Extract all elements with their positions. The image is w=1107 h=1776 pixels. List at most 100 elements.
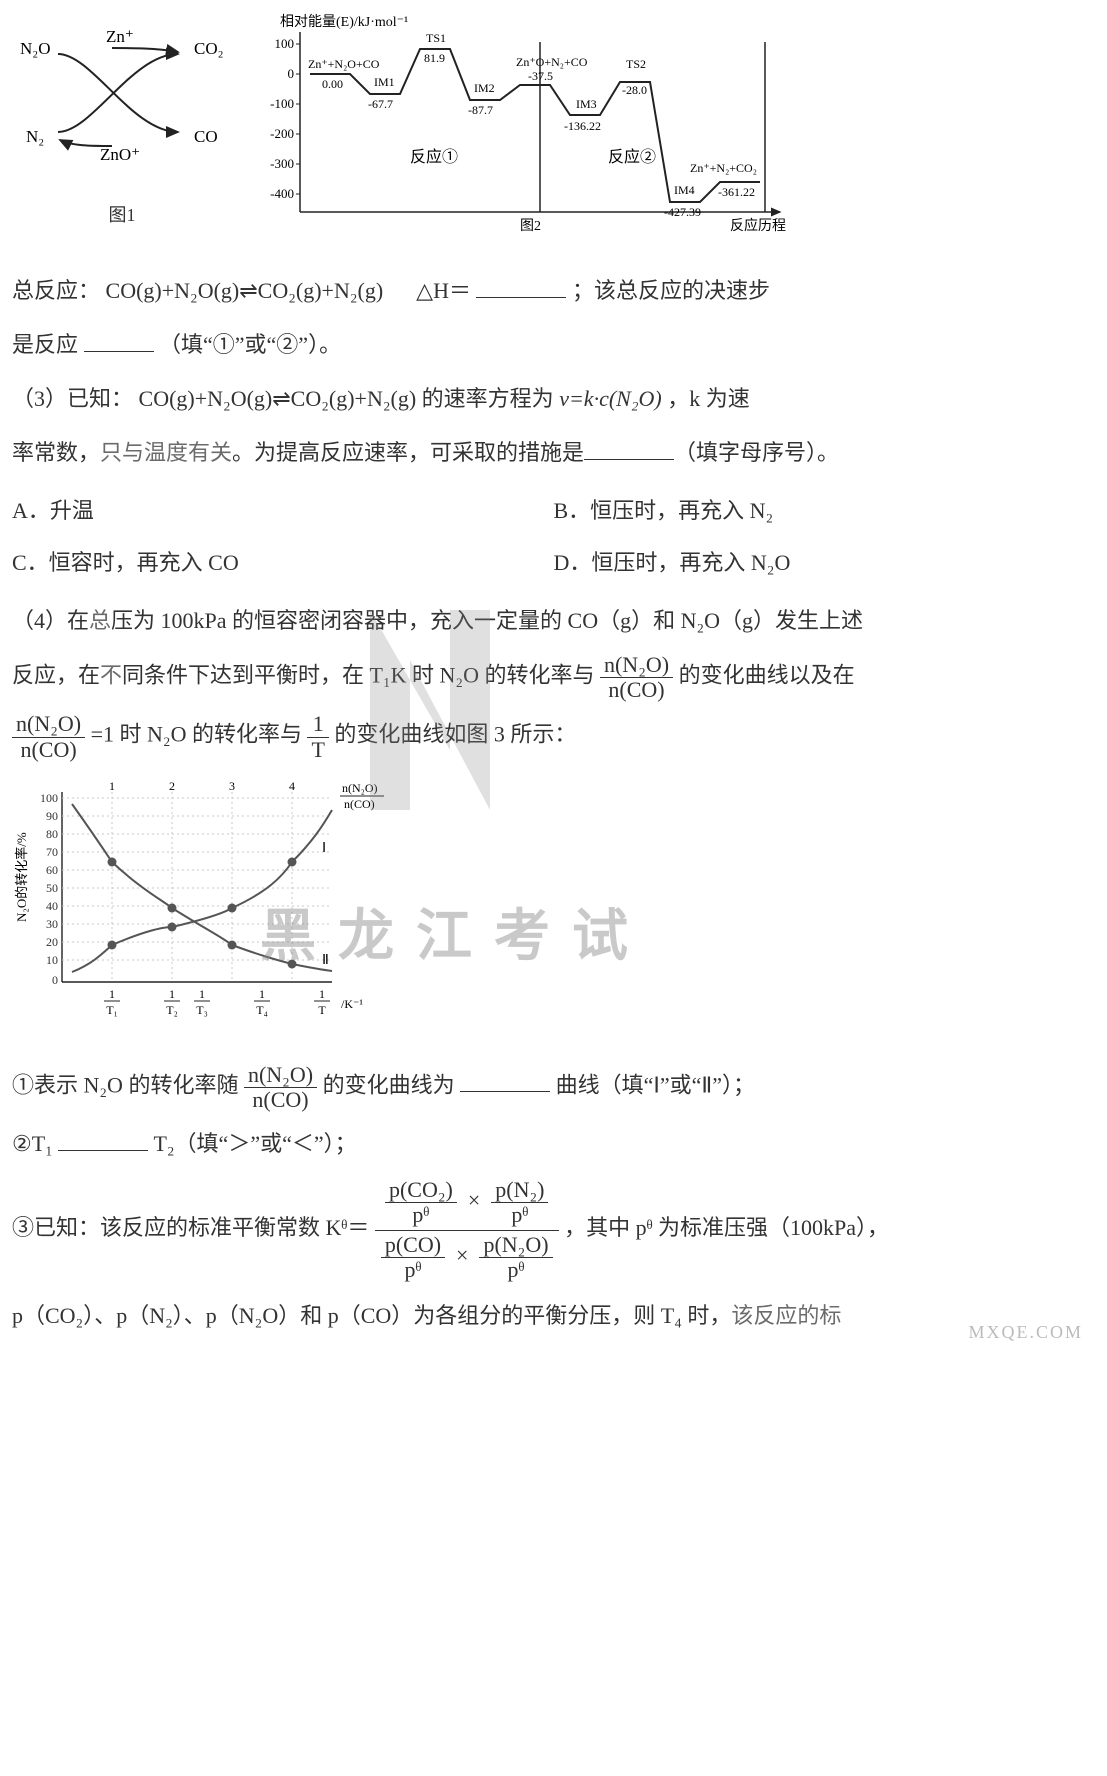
- q4-l2b: 同条件下达到平衡时，在 T₁K 时 N₂O 的转化率与: [122, 663, 600, 688]
- fig2-ylabel: 相对能量(E)/kJ·mol⁻¹: [280, 14, 408, 30]
- q4-gray2: 不: [100, 663, 122, 688]
- svg-text:T₄: T₄: [256, 1003, 268, 1017]
- total-suffix1: ；该总反应的决速步: [572, 278, 770, 303]
- blank-dH[interactable]: [476, 274, 566, 298]
- q3-l2a: 率常数，: [12, 440, 100, 465]
- q3-rate-intro: 的速率方程为: [422, 386, 554, 411]
- sub2-a: ②T₁: [12, 1131, 53, 1156]
- svg-text:反应历程: 反应历程: [730, 217, 786, 234]
- svg-text:0.00: 0.00: [322, 77, 343, 91]
- q4-l2c: 的变化曲线以及在: [679, 663, 855, 688]
- kf-bld: pᶿ: [381, 1258, 445, 1282]
- svg-text:N₂O的转化率/%: N₂O的转化率/%: [14, 832, 29, 922]
- kf-brd: pᶿ: [479, 1258, 552, 1282]
- frac3b-bot: T: [307, 738, 328, 762]
- svg-text:CO: CO: [194, 127, 218, 146]
- figure-2: 相对能量(E)/kJ·mol⁻¹ 100 0 -100 -200 -300 -4…: [240, 12, 800, 257]
- kf-brn: p(N₂O): [479, 1233, 552, 1258]
- blank-measure[interactable]: [584, 436, 674, 460]
- sub1: ①表示 N₂O 的转化率随 n(N₂O) n(CO) 的变化曲线为 曲线（填“Ⅰ…: [12, 1063, 1095, 1112]
- svg-text:IM2: IM2: [474, 81, 495, 95]
- q4-mid1: 压为 100kPa 的恒容密闭容器中，充入一定量的 CO（g）和 N₂O（g）发…: [111, 608, 863, 633]
- q3-l2b: 。为提高反应速率，可采取的措施是: [232, 440, 584, 465]
- svg-text:81.9: 81.9: [424, 51, 445, 65]
- frac3a: n(N₂O) n(CO): [12, 712, 85, 761]
- q4-l3b: 的变化曲线如图 3 所示：: [334, 722, 576, 747]
- svg-text:IM1: IM1: [374, 75, 395, 89]
- q3-l2c: （填字母序号）。: [674, 440, 839, 465]
- q3-eq: CO(g)+N₂O(g)⇌CO₂(g)+N₂(g): [139, 386, 417, 411]
- total-prefix: 总反应：: [12, 278, 100, 303]
- svg-text:-200: -200: [270, 126, 294, 141]
- svg-text:T₁: T₁: [106, 1003, 118, 1017]
- frac3b: 1 T: [307, 712, 328, 761]
- fig1-caption: 图1: [12, 197, 232, 233]
- sub1-a: ①表示 N₂O 的转化率随: [12, 1072, 244, 1097]
- sub1-frac: n(N₂O) n(CO): [244, 1063, 317, 1112]
- figure-3: 100 90 80 70 60 50 40 30 20 10 0: [12, 772, 1095, 1047]
- sub3-gray: 该反应的标: [731, 1303, 841, 1328]
- svg-text:40: 40: [46, 899, 58, 913]
- svg-text:Ⅰ: Ⅰ: [322, 841, 326, 856]
- blank-step[interactable]: [84, 328, 154, 352]
- svg-text:50: 50: [46, 881, 58, 895]
- frac-bot: n(CO): [600, 678, 673, 702]
- opt-A[interactable]: A．升温: [12, 485, 554, 537]
- q4-l2a: 反应，在: [12, 663, 100, 688]
- opt-D[interactable]: D．恒压时，再充入 N₂O: [554, 537, 1096, 589]
- q3-lead: （3）已知：: [12, 386, 133, 411]
- q3-rate-eq: v=k·c(N₂O): [559, 386, 662, 411]
- sub3-b: ，其中 pᶿ 为标准压强（100kPa），: [564, 1215, 889, 1240]
- sub2-b: T₂（填“＞”或“＜”）；: [153, 1131, 356, 1156]
- svg-text:n(CO): n(CO): [344, 797, 375, 811]
- opt-C[interactable]: C．恒容时，再充入 CO: [12, 537, 554, 589]
- opt-B[interactable]: B．恒压时，再充入 N₂: [554, 485, 1096, 537]
- sub1-c: 曲线（填“Ⅰ”或“Ⅱ”）；: [556, 1072, 755, 1097]
- svg-text:1: 1: [169, 987, 175, 1001]
- svg-text:0: 0: [288, 66, 295, 81]
- svg-text:1: 1: [319, 987, 325, 1001]
- q3-line2: 率常数，只与温度有关。为提高反应速率，可采取的措施是 （填字母序号）。: [12, 431, 1095, 475]
- svg-text:1: 1: [109, 987, 115, 1001]
- blank-compare[interactable]: [58, 1127, 148, 1151]
- svg-text:图2: 图2: [520, 219, 541, 234]
- svg-text:-400: -400: [270, 186, 294, 201]
- line2a: 是反应: [12, 332, 78, 357]
- svg-text:T: T: [318, 1003, 326, 1017]
- svg-text:Zn⁺: Zn⁺: [106, 27, 134, 46]
- kf-tln: p(CO₂): [385, 1178, 457, 1203]
- svg-text:100: 100: [275, 36, 295, 51]
- frac-top: n(N₂O): [600, 653, 673, 678]
- dH-label: △H＝: [416, 278, 471, 303]
- svg-text:30: 30: [46, 917, 58, 931]
- sub2: ②T₁ T₂（填“＞”或“＜”）；: [12, 1122, 1095, 1166]
- kf-tld: pᶿ: [385, 1203, 457, 1227]
- svg-text:0: 0: [52, 973, 58, 987]
- svg-text:60: 60: [46, 863, 58, 877]
- svg-text:-300: -300: [270, 156, 294, 171]
- sub1-ft: n(N₂O): [244, 1063, 317, 1088]
- svg-text:-28.0: -28.0: [622, 83, 647, 97]
- svg-text:1: 1: [109, 779, 115, 793]
- svg-text:CO₂: CO₂: [194, 39, 224, 58]
- svg-text:T₃: T₃: [196, 1003, 208, 1017]
- svg-text:1: 1: [259, 987, 265, 1001]
- q3-rate-tail: ，k 为速: [667, 386, 750, 411]
- svg-text:-361.22: -361.22: [718, 185, 755, 199]
- q3-options: A．升温 B．恒压时，再充入 N₂ C．恒容时，再充入 CO D．恒压时，再充入…: [12, 485, 1095, 589]
- kf-trd: pᶿ: [491, 1203, 548, 1227]
- sub1-fb: n(CO): [244, 1088, 317, 1112]
- total-reaction-line: 总反应： CO(g)+N₂O(g)⇌CO₂(g)+N₂(g) △H＝ ；该总反应…: [12, 269, 1095, 313]
- sub3-line2: p（CO₂）、p（N₂）、p（N₂O）和 p（CO）为各组分的平衡分压，则 T₄…: [12, 1294, 1095, 1338]
- q3-gray: 只与温度有关: [100, 440, 232, 465]
- svg-text:-37.5: -37.5: [528, 69, 553, 83]
- q4-line1: （4）在总压为 100kPa 的恒容密闭容器中，充入一定量的 CO（g）和 N₂…: [12, 599, 1095, 643]
- svg-text:Ⅱ: Ⅱ: [322, 953, 329, 968]
- svg-text:反应②: 反应②: [608, 147, 656, 166]
- svg-text:80: 80: [46, 827, 58, 841]
- svg-text:-67.7: -67.7: [368, 97, 393, 111]
- svg-text:3: 3: [229, 779, 235, 793]
- svg-text:IM3: IM3: [576, 97, 597, 111]
- blank-curve[interactable]: [460, 1068, 550, 1092]
- svg-text:TS1: TS1: [426, 31, 446, 45]
